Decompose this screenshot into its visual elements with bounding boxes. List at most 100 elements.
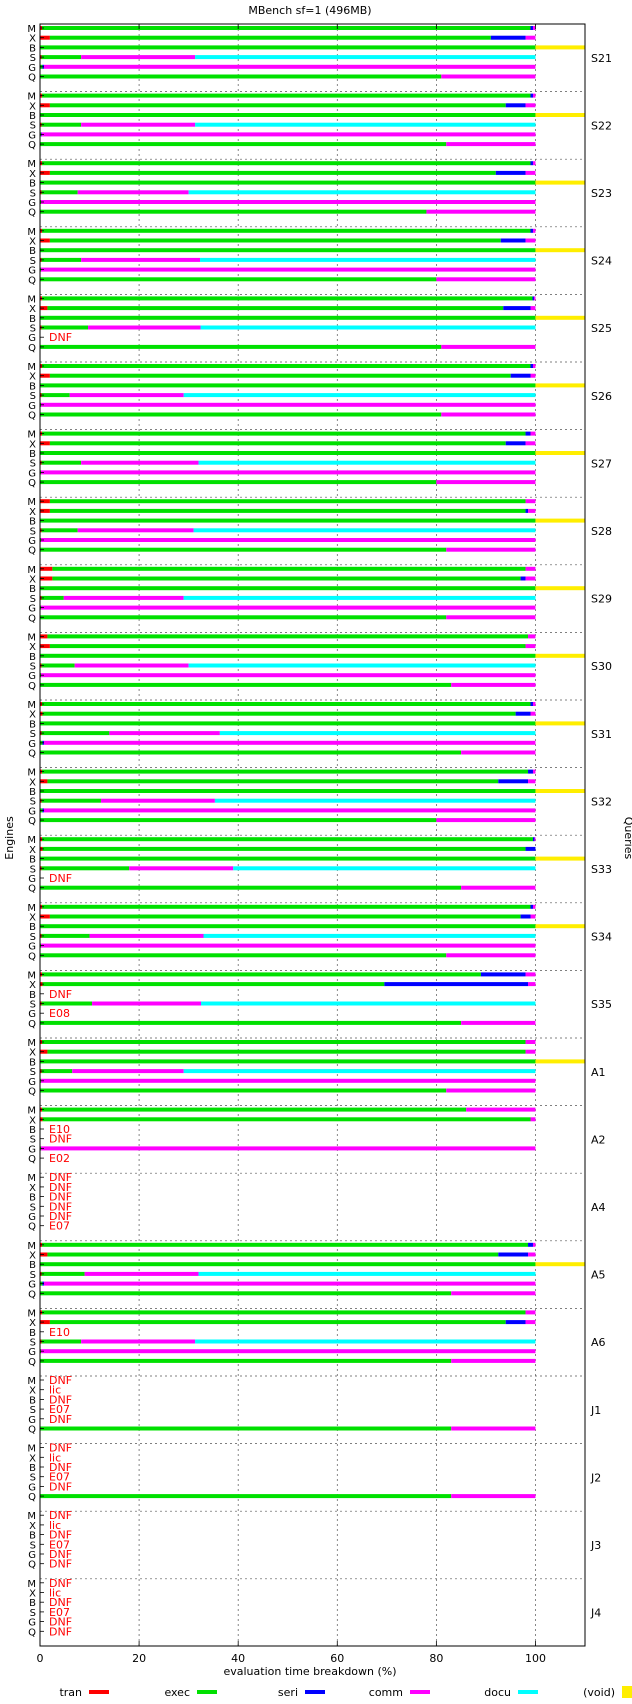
bar-segment-void	[535, 586, 585, 591]
engine-label-G: G	[28, 604, 36, 615]
engine-label-Q: Q	[28, 1560, 36, 1571]
bar-segment-exec	[40, 885, 462, 890]
bar-segment-exec	[41, 364, 531, 368]
annotation-dnf: DNF	[49, 1191, 72, 1204]
engine-label-M: M	[27, 362, 36, 373]
x-tick-label-40: 40	[231, 1652, 245, 1665]
engine-label-G: G	[28, 1550, 36, 1561]
bar-segment-exec	[40, 1291, 452, 1296]
bar-segment-tran	[40, 566, 53, 571]
bar-segment-comm	[525, 1040, 536, 1044]
bar-segment-docu	[214, 798, 536, 803]
bar-segment-comm	[533, 296, 536, 301]
bar-segment-comm	[525, 1310, 536, 1315]
bar-segment-comm	[436, 277, 536, 282]
engine-label-M: M	[27, 970, 36, 981]
engine-label-S: S	[30, 1338, 36, 1349]
engine-label-X: X	[29, 372, 36, 383]
engine-label-X: X	[29, 34, 36, 45]
engine-label-M: M	[27, 835, 36, 846]
engine-label-M: M	[27, 1444, 36, 1455]
engine-label-S: S	[30, 1000, 36, 1011]
engine-label-X: X	[29, 1251, 36, 1262]
bar-segment-exec	[47, 1049, 526, 1054]
engine-label-B: B	[29, 517, 36, 528]
annotation-e07: E07	[49, 1471, 70, 1484]
query-label-J3: J3	[590, 1539, 601, 1552]
engine-label-G: G	[28, 1347, 36, 1358]
bar-segment-comm	[528, 1252, 536, 1257]
bar-segment-seri	[503, 306, 531, 311]
bar-segment-comm	[525, 1049, 536, 1054]
bar-segment-comm	[532, 161, 536, 166]
bar-segment-comm	[40, 267, 536, 272]
engine-label-B: B	[29, 246, 36, 257]
bar-segment-tran	[40, 35, 50, 40]
annotation-dnf: DNF	[49, 1200, 72, 1213]
bar-segment-comm	[525, 35, 536, 40]
annotation-dnf: DNF	[49, 1181, 72, 1194]
engine-label-M: M	[27, 1038, 36, 1049]
bar-segment-docu	[198, 1271, 536, 1276]
bar-segment-comm	[528, 508, 536, 513]
bar-segment-exec	[40, 1059, 536, 1064]
plot-frame	[39, 23, 586, 1647]
bar-segment-void	[535, 1262, 585, 1267]
bar-segment-exec	[41, 161, 531, 166]
bar-segment-docu	[201, 1001, 536, 1006]
bar-segment-seri	[515, 711, 531, 716]
engine-label-Q: Q	[28, 478, 36, 489]
bar-segment-exec	[40, 113, 536, 117]
engine-label-G: G	[28, 1077, 36, 1088]
query-label-S32: S32	[591, 795, 612, 808]
engine-label-M: M	[27, 768, 36, 779]
bar-segment-tran	[40, 499, 50, 504]
bar-segment-comm	[40, 943, 536, 948]
bar-segment-exec	[40, 750, 462, 755]
query-label-A1: A1	[591, 1066, 606, 1079]
engine-label-X: X	[29, 980, 36, 991]
bar-segment-exec	[40, 682, 452, 687]
bar-segment-exec	[41, 325, 89, 330]
bar-segment-comm	[461, 885, 536, 890]
engine-label-G: G	[28, 401, 36, 412]
bar-segment-tran	[40, 441, 50, 446]
bar-segment-exec	[41, 595, 64, 600]
engine-label-Q: Q	[28, 411, 36, 422]
bar-segment-seri	[530, 161, 533, 166]
bar-segment-exec	[40, 615, 447, 620]
legend-label-void: (void)	[583, 1686, 615, 1699]
engine-label-X: X	[29, 642, 36, 653]
bar-segment-comm	[40, 1146, 536, 1151]
bar-segment-seri	[528, 1242, 533, 1247]
bar-segment-seri	[498, 779, 529, 784]
bar-segment-comm	[100, 798, 215, 803]
legend-swatch-tran	[89, 1690, 109, 1694]
engine-label-X: X	[29, 1453, 36, 1464]
bar-segment-docu	[188, 663, 536, 668]
bar-segment-comm	[461, 750, 536, 755]
annotation-dnf: DNF	[49, 1210, 72, 1223]
engine-label-Q: Q	[28, 140, 36, 151]
bar-segment-exec	[40, 1262, 536, 1267]
engine-label-S: S	[30, 594, 36, 605]
bar-segment-comm	[72, 1069, 184, 1074]
engine-label-X: X	[29, 777, 36, 788]
annotation-lic: lic	[49, 1519, 61, 1532]
bar-segment-exec	[40, 209, 427, 214]
engine-label-G: G	[28, 1482, 36, 1493]
bar-segment-docu	[200, 257, 536, 262]
bar-segment-tran	[40, 170, 50, 175]
bar-segment-exec	[41, 1001, 93, 1006]
bar-segment-comm	[532, 228, 536, 233]
engine-label-G: G	[28, 1212, 36, 1223]
bar-segment-exec	[49, 499, 526, 504]
query-label-S31: S31	[591, 728, 612, 741]
annotation-dnf: DNF	[49, 1461, 72, 1474]
query-label-A2: A2	[591, 1133, 606, 1146]
bar-segment-exec	[49, 35, 491, 40]
bar-segment-seri	[530, 228, 533, 233]
bar-segment-seri	[525, 431, 531, 436]
bar-segment-exec	[42, 711, 516, 716]
annotation-dnf: DNF	[49, 1442, 72, 1455]
